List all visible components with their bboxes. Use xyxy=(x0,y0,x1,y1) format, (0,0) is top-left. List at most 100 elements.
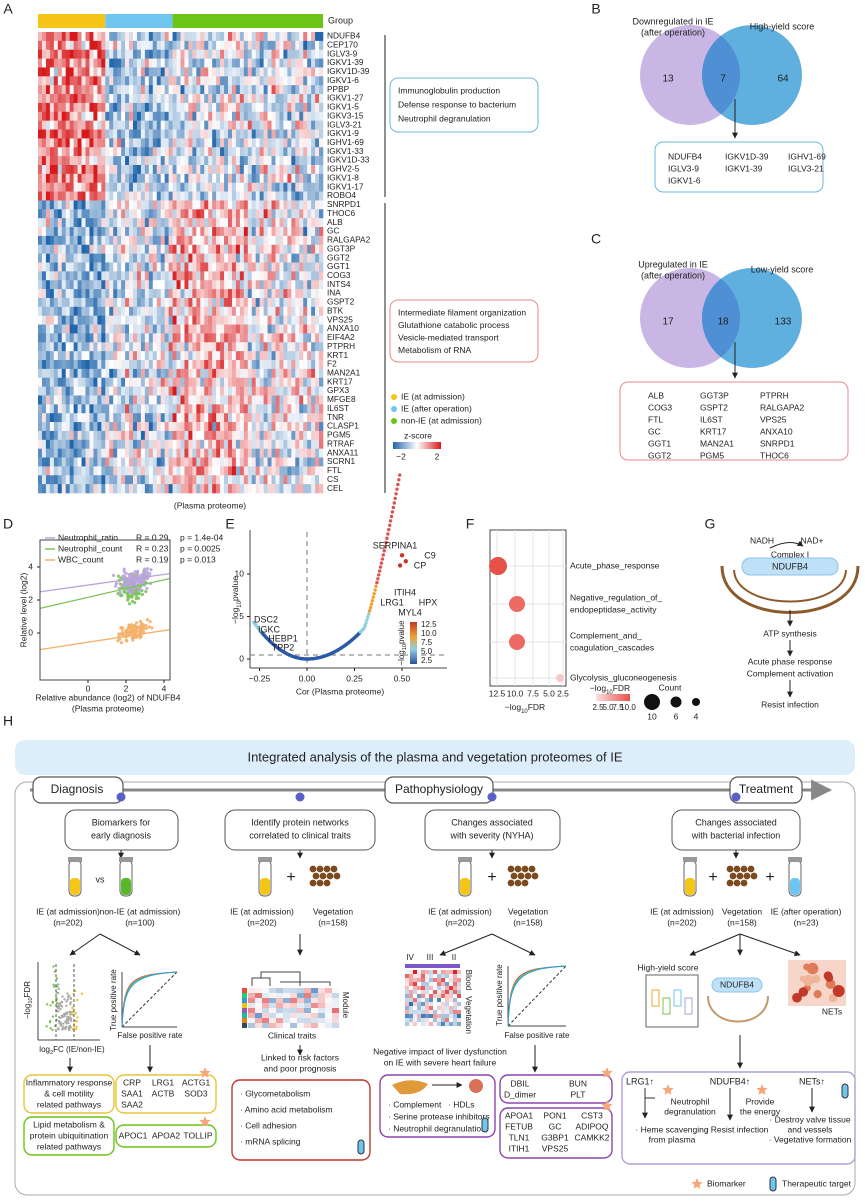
heatmap-cell xyxy=(164,218,169,228)
heatmap-cell xyxy=(105,280,110,290)
heatmap-cell xyxy=(85,368,90,379)
heatmap-cell xyxy=(77,368,82,379)
heatmap-cell xyxy=(133,466,138,476)
heatmap-cell xyxy=(65,377,70,387)
heatmap-cell xyxy=(204,49,209,59)
heatmap-cell xyxy=(93,289,98,299)
label: 17 xyxy=(662,317,674,328)
heatmap-cell xyxy=(311,94,316,104)
volcano-point xyxy=(397,478,401,482)
heatmap-cell xyxy=(121,191,126,201)
heatmap-cell xyxy=(129,200,134,210)
heatmap-cell xyxy=(319,129,324,139)
heatmap-cell xyxy=(69,129,74,139)
heatmap-cell xyxy=(136,102,142,113)
severity-cell xyxy=(457,990,461,994)
heatmap-cell xyxy=(81,395,86,405)
heatmap-cell xyxy=(291,439,296,449)
heatmap-cell xyxy=(97,315,102,325)
heatmap-cell xyxy=(295,342,300,352)
scatter-point xyxy=(135,635,139,639)
heatmap-cell xyxy=(311,395,316,405)
heatmap-cell xyxy=(224,324,229,334)
heatmap-cell xyxy=(287,386,292,396)
heatmap-cell xyxy=(57,164,63,175)
heatmap-cell xyxy=(255,360,260,370)
heatmap-cell xyxy=(204,422,209,432)
heatmap-cell xyxy=(220,430,225,441)
heatmap-cell xyxy=(279,191,284,201)
heatmap-cell xyxy=(101,120,106,130)
heatmap-cell xyxy=(133,94,138,104)
heatmap-cell xyxy=(125,413,130,423)
heatmap-cell xyxy=(125,76,130,86)
heatmap-cell xyxy=(239,191,245,201)
heatmap-cell xyxy=(224,102,229,113)
heatmap-cell xyxy=(231,244,237,254)
heatmap-cell xyxy=(89,475,94,485)
heatmap-cell xyxy=(319,227,324,237)
heatmap-cell xyxy=(89,466,94,476)
heatmap-cell xyxy=(73,315,78,325)
heatmap-cell xyxy=(275,333,280,343)
heatmap-cell xyxy=(235,94,241,104)
heatmap-cell xyxy=(109,377,114,387)
heatmap-cell xyxy=(164,297,169,308)
heatmap-cell xyxy=(287,94,292,104)
heatmap-cell xyxy=(97,191,102,201)
heatmap-cell xyxy=(188,67,193,77)
heatmap-cell xyxy=(77,377,82,387)
panel-label: C xyxy=(591,231,601,247)
heatmap-cell xyxy=(192,227,197,237)
heatmap-cell xyxy=(117,280,122,290)
heatmap-cell xyxy=(180,422,185,432)
heatmap-cell xyxy=(287,306,292,316)
heatmap-cell xyxy=(109,173,114,184)
heatmap-cell xyxy=(117,49,122,59)
heatmap-cell xyxy=(73,129,78,139)
heatmap-cell xyxy=(81,280,86,290)
heatmap-cell xyxy=(97,58,102,68)
colorbar-tick: 10.0 xyxy=(421,629,437,638)
heatmap-cell xyxy=(243,111,249,121)
heatmap-cell xyxy=(61,439,67,449)
scatter-point xyxy=(134,621,139,625)
vegetation-bead xyxy=(743,872,751,880)
heatmap-cell xyxy=(204,67,209,77)
heatmap-cell xyxy=(65,280,70,290)
heatmap-cell xyxy=(307,280,312,290)
heatmap-cell xyxy=(109,218,114,228)
heatmap-cell xyxy=(188,129,193,139)
heatmap-cell xyxy=(81,262,86,272)
heatmap-cell xyxy=(160,360,165,370)
heatmap-cell xyxy=(133,333,138,343)
heatmap-cell xyxy=(204,164,209,175)
heatmap-cell xyxy=(239,413,245,423)
heatmap-cell xyxy=(113,395,118,405)
heatmap-cell xyxy=(172,120,177,130)
severity-cell xyxy=(453,998,457,1002)
heatmap-cell xyxy=(69,227,74,237)
heatmap-cell xyxy=(41,289,47,299)
heatmap-cell xyxy=(168,182,173,192)
heatmap-cell xyxy=(279,351,284,361)
heatmap-cell xyxy=(53,324,59,334)
heatmap-cell xyxy=(239,218,245,228)
heatmap-cell xyxy=(144,315,150,325)
heatmap-cell xyxy=(291,235,296,246)
heatmap-cell xyxy=(144,94,150,104)
heatmap-cell xyxy=(140,253,146,263)
heatmap-cell xyxy=(89,457,94,467)
heatmap-cell xyxy=(231,386,237,396)
heatmap-cell xyxy=(85,448,90,458)
heatmap-cell xyxy=(140,49,146,59)
term-label: Complement_and_ xyxy=(570,630,642,640)
heatmap-cell xyxy=(275,262,280,272)
severity-cell xyxy=(409,994,413,998)
heatmap-cell xyxy=(192,147,197,157)
heatmap-cell xyxy=(61,147,67,157)
heatmap-cell xyxy=(38,218,43,228)
heatmap-cell xyxy=(140,404,146,414)
heatmap-cell xyxy=(160,102,165,113)
